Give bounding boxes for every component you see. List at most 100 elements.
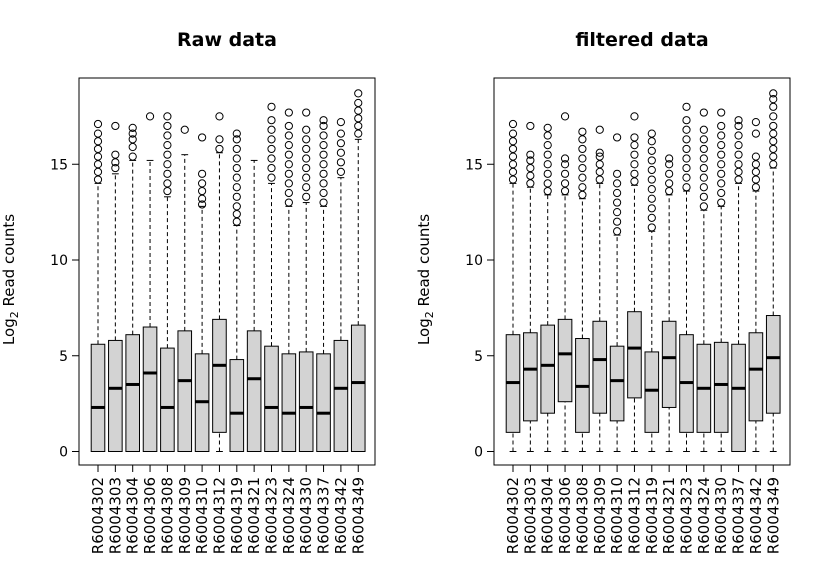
box-body [765,315,781,414]
outlier-point [232,135,241,144]
outlier-point [578,163,587,173]
x-tick-label: R6004319 [643,477,661,554]
outlier-point [578,190,587,199]
outlier-point [751,167,761,177]
boxplot-panel-2: filtered data 0 5 10 15 Log2 Read counts R6004… [415,29,791,554]
box-body [316,353,331,452]
x-tick-label: R6004324 [280,477,298,554]
outlier-point [232,154,241,163]
outlier-point [319,141,328,150]
outlier-point [543,123,552,132]
outlier-point [595,148,604,157]
outlier-point [682,135,691,144]
outlier-point [665,154,674,163]
outlier-point [93,175,103,184]
outlier-point [93,119,103,129]
outlier-point [232,144,241,154]
x-tick-label: R6004312 [210,477,228,554]
outlier-point [560,186,570,196]
outlier-point [163,141,172,150]
box-body [557,318,573,403]
outlier-point [267,144,276,154]
outlier-point [232,217,241,226]
outlier-point [215,144,224,154]
outlier-point [699,154,708,163]
outlier-point [111,163,120,173]
x-tick-label: R6004304 [539,477,557,554]
outlier-point [128,129,137,138]
x-tick-label: R6004330 [712,477,730,554]
outlier-point [526,121,535,131]
outlier-point [613,169,622,178]
outlier-point [232,183,241,192]
y-tick-label: 0 [59,445,68,461]
outlier-point [769,95,778,104]
outlier-point [647,185,656,194]
x-tick-label: R6004312 [625,477,643,554]
x-tick-label: R6004319 [228,477,246,554]
outlier-point [302,144,311,154]
outlier-point [354,98,363,108]
y-tick-label: 5 [474,349,483,365]
y-tick-label: 15 [465,157,483,173]
outlier-point [682,173,691,182]
box-R6004308 [160,112,175,452]
outlier-point [699,125,708,134]
outlier-point [647,194,656,203]
outlier-point [163,179,172,188]
outlier-point [302,183,311,192]
outlier-point [128,123,137,132]
box-R6004309 [592,125,608,452]
x-tick-label: R6004310 [193,477,211,554]
outlier-point [682,163,691,173]
x-tick-label: R6004349 [349,477,367,554]
box-R6004342 [748,118,764,452]
box-body [90,343,106,453]
outlier-point [647,146,656,155]
outlier-point [613,217,622,226]
outlier-point [198,186,207,196]
outlier-point [751,129,761,138]
box-R6004304 [125,123,141,452]
outlier-point [267,163,276,173]
x-tick-label: R6004321 [245,477,263,554]
box-R6004312 [212,112,227,452]
outlier-point [198,133,207,142]
outlier-point [302,125,311,134]
outlier-point [682,144,691,154]
outlier-point [354,89,363,98]
outlier-point [613,188,622,198]
outlier-point [319,179,328,188]
box-R6004330 [298,108,314,453]
outlier-point [717,121,726,131]
outlier-point [128,152,137,161]
outlier-point [508,144,518,154]
outlier-point [717,160,726,169]
outlier-point [354,106,363,115]
outlier-point [769,137,778,146]
outlier-point [717,188,726,198]
outlier-point [613,179,622,188]
outlier-point [508,119,518,129]
outlier-point [336,158,345,167]
x-tick-label: R6004337 [730,477,748,554]
outlier-point [769,89,778,98]
box-body [592,320,608,414]
outlier-point [354,129,363,138]
outlier-point [180,125,189,134]
outlier-point [319,131,328,140]
outlier-point [284,179,293,188]
outlier-point [543,131,552,140]
outlier-point [508,129,518,138]
box-body [350,324,366,452]
outlier-point [734,160,743,169]
outlier-point [163,150,172,159]
outlier-point [717,108,726,117]
box-R6004302 [505,119,521,452]
box-R6004337 [316,116,331,452]
outlier-point [302,108,311,117]
box-R6004349 [765,89,781,452]
outlier-point [284,141,293,150]
y-axis-label: Log2 Read counts [415,214,436,345]
outlier-point [595,160,604,169]
